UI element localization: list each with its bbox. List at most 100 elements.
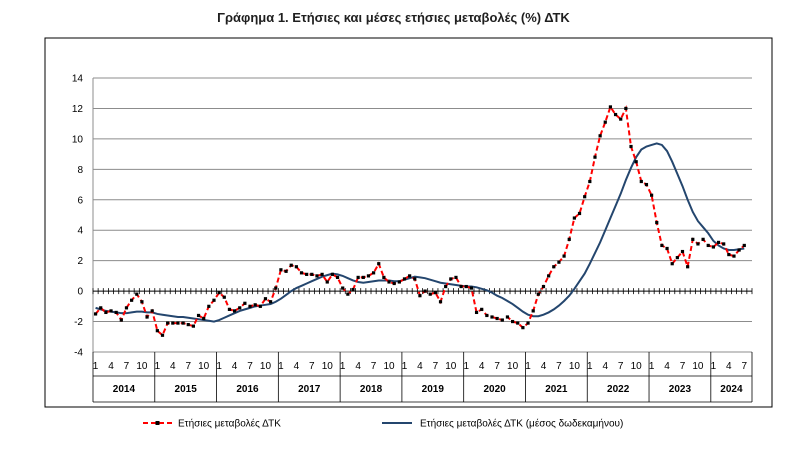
series-annual-point bbox=[490, 315, 494, 319]
series-annual-point bbox=[711, 245, 715, 249]
x-tick-label: 10 bbox=[692, 361, 704, 372]
y-tick-label: 2 bbox=[77, 256, 83, 267]
series-annual-point bbox=[562, 254, 566, 258]
x-tick-label: 10 bbox=[260, 361, 272, 372]
series-annual-point bbox=[593, 155, 597, 159]
gridlines bbox=[92, 77, 753, 353]
series-annual-point bbox=[366, 274, 371, 278]
series-annual-point bbox=[680, 249, 685, 254]
series-annual-point bbox=[675, 256, 679, 260]
y-tick-label: -2 bbox=[74, 317, 83, 328]
series-annual-point bbox=[387, 280, 391, 284]
series-annual-point bbox=[547, 274, 551, 278]
series-annual-point bbox=[330, 272, 335, 276]
series-annual-point bbox=[418, 294, 422, 298]
x-tick-label: 7 bbox=[494, 361, 500, 372]
series-annual-point bbox=[227, 307, 232, 311]
x-tick-label: 7 bbox=[556, 361, 562, 372]
y-tick-label: 4 bbox=[77, 226, 83, 237]
series-annual-point bbox=[541, 284, 546, 289]
x-tick-label: 4 bbox=[541, 361, 547, 372]
series-annual-point bbox=[109, 309, 113, 313]
x-tick-label: 4 bbox=[355, 361, 361, 372]
year-label: 2014 bbox=[113, 384, 136, 395]
series-annual-point bbox=[176, 321, 180, 325]
series-annual-point bbox=[114, 310, 118, 315]
series-annual-point bbox=[196, 313, 201, 318]
x-tick-label: 10 bbox=[322, 361, 334, 372]
x-tick-label: 7 bbox=[618, 361, 624, 372]
year-label: 2018 bbox=[360, 384, 383, 395]
series-annual-point bbox=[150, 309, 154, 313]
series-annual-point bbox=[238, 306, 242, 310]
x-tick-label: 1 bbox=[711, 361, 717, 372]
series-annual-point bbox=[577, 211, 582, 216]
series-annual-point bbox=[557, 260, 561, 264]
series-annual-point bbox=[135, 292, 139, 296]
x-tick-label: 1 bbox=[463, 361, 469, 372]
x-tick-label: 4 bbox=[602, 361, 608, 372]
x-tick-label: 1 bbox=[402, 361, 408, 372]
x-tick-label: 4 bbox=[108, 361, 114, 372]
series-annual-point bbox=[444, 284, 448, 289]
series-annual-point bbox=[686, 265, 690, 269]
series-annual-point bbox=[243, 301, 247, 305]
x-tick-label: 4 bbox=[664, 361, 670, 372]
y-axis-tick-labels: 14 12 10 8 6 4 2 0 -2 -4 bbox=[72, 74, 84, 359]
series-annual-point bbox=[299, 271, 304, 275]
series-annual-point bbox=[701, 237, 705, 241]
series-annual-point bbox=[464, 284, 468, 289]
series-annual-point bbox=[119, 318, 123, 322]
year-label: 2022 bbox=[607, 384, 630, 395]
series-annual-point bbox=[382, 275, 386, 280]
x-tick-label: 7 bbox=[680, 361, 686, 372]
series-annual-point bbox=[371, 271, 376, 275]
series-annual-point bbox=[392, 281, 396, 286]
series-annual-point bbox=[397, 280, 401, 284]
series-annual-point bbox=[351, 287, 355, 292]
plot-frame bbox=[44, 37, 773, 408]
series-annual-point bbox=[258, 304, 262, 308]
y-tick-label: 10 bbox=[72, 134, 84, 145]
y-tick-label: 0 bbox=[77, 287, 83, 298]
series-annual-point bbox=[459, 284, 463, 289]
series-annual-point bbox=[639, 179, 643, 184]
year-label: 2024 bbox=[720, 384, 743, 395]
x-tick-label: 4 bbox=[479, 361, 485, 372]
series-annual-point bbox=[613, 112, 618, 117]
x-tick-label: 1 bbox=[525, 361, 531, 372]
series-annual-point bbox=[449, 277, 453, 281]
x-tick-label: 4 bbox=[417, 361, 423, 372]
series-annual-point bbox=[732, 254, 736, 258]
series-annual-point bbox=[500, 318, 504, 322]
series-annual-point bbox=[279, 268, 283, 272]
series-annual-point bbox=[526, 321, 530, 325]
y-tick-label: 6 bbox=[77, 195, 83, 206]
series-group bbox=[93, 104, 746, 337]
series-annual-point bbox=[521, 326, 525, 330]
series-annual-point bbox=[335, 275, 340, 280]
series-annual-point bbox=[691, 237, 695, 241]
y-tick-label: 12 bbox=[72, 104, 84, 115]
series-annual-point bbox=[99, 306, 103, 310]
series-annual-point bbox=[294, 265, 298, 269]
series-annual-point bbox=[737, 248, 741, 252]
series-annual-point bbox=[222, 295, 226, 299]
series-annual-point bbox=[619, 117, 623, 121]
series-annual-point bbox=[474, 310, 479, 315]
series-annual-point bbox=[346, 292, 350, 296]
series-annual-point bbox=[423, 289, 427, 293]
year-label: 2020 bbox=[483, 384, 506, 395]
x-tick-label: 10 bbox=[445, 361, 457, 372]
chart-title: Γράφημα 1. Ετήσιες και μέσες ετήσιες μετ… bbox=[217, 10, 570, 25]
series-annual-point bbox=[480, 307, 484, 311]
x-tick-label: 7 bbox=[185, 361, 191, 372]
series-annual-point bbox=[377, 262, 381, 266]
year-label: 2015 bbox=[175, 384, 198, 395]
series-annual-point bbox=[696, 242, 700, 246]
series-annual-point bbox=[567, 237, 571, 241]
series-annual-point bbox=[536, 292, 540, 296]
year-label: 2016 bbox=[236, 384, 259, 395]
series-annual-point bbox=[217, 291, 221, 295]
